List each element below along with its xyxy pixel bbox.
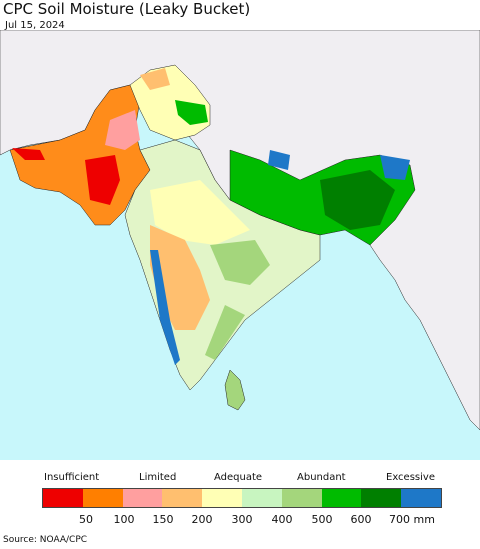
region-northeast-blue-2: [380, 155, 410, 180]
legend-tick-100: 100: [113, 513, 135, 526]
legend-label-abundant: Abundant: [297, 472, 346, 483]
legend-label-insufficient: Insufficient: [44, 472, 100, 483]
region-west-coast-red: [12, 148, 45, 160]
legend-ticks: 50 100 150 200 300 400 500 600 700 mm: [0, 513, 480, 529]
region-sri-lanka: [224, 369, 246, 411]
region-india-yellow: [150, 180, 250, 245]
region-india-west-coast: [150, 250, 180, 365]
legend-color-bar: [42, 488, 442, 508]
legend-swatch-9: [361, 489, 402, 507]
legend-category-labels: Insufficient Limited Adequate Abundant E…: [0, 472, 480, 486]
region-northeast-blue: [268, 150, 290, 170]
legend-swatch-2: [82, 489, 123, 507]
map-title: CPC Soil Moisture (Leaky Bucket): [3, 0, 251, 18]
legend-tick-500: 500: [311, 513, 333, 526]
region-kashmir-green: [175, 100, 208, 125]
legend-swatch-3: [122, 489, 163, 507]
region-pakistan-dry-core: [85, 155, 120, 205]
legend-tick-200: 200: [191, 513, 213, 526]
legend-tick-700: 700 mm: [389, 513, 435, 526]
legend-label-limited: Limited: [139, 472, 177, 483]
legend-tick-150: 150: [152, 513, 174, 526]
legend-swatch-8: [321, 489, 362, 507]
legend-swatch-4: [162, 489, 203, 507]
legend-tick-400: 400: [271, 513, 293, 526]
legend-swatch-5: [202, 489, 242, 507]
region-northeast-dark: [320, 170, 395, 230]
region-kashmir-orange: [140, 68, 170, 90]
legend-swatch-1: [43, 489, 83, 507]
region-india-east-green: [205, 305, 245, 360]
legend-tick-300: 300: [231, 513, 253, 526]
legend-swatch-6: [241, 489, 282, 507]
legend-swatch-10: [401, 489, 441, 507]
legend-tick-50: 50: [79, 513, 93, 526]
map-date: Jul 15, 2024: [5, 20, 65, 31]
source-credit: Source: NOAA/CPC: [3, 535, 88, 545]
legend-swatch-7: [281, 489, 322, 507]
legend-label-adequate: Adequate: [214, 472, 263, 483]
region-india-green: [210, 240, 270, 285]
soil-moisture-map: [0, 30, 480, 460]
region-pakistan-pink: [105, 110, 140, 150]
legend-tick-600: 600: [350, 513, 372, 526]
legend-label-excessive: Excessive: [386, 472, 435, 483]
